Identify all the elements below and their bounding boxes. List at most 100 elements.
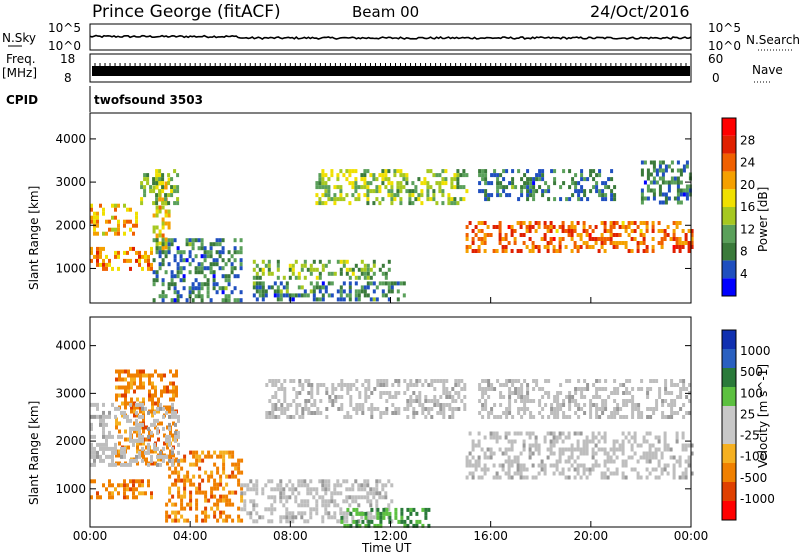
heatmap-cell <box>376 511 380 516</box>
heatmap-cell <box>213 514 217 519</box>
heatmap-cell <box>327 177 331 182</box>
heatmap-cell <box>348 275 352 280</box>
heatmap-cell <box>408 193 412 198</box>
heatmap-cell <box>258 289 262 294</box>
heatmap-cell <box>180 502 184 507</box>
heatmap-cell <box>496 181 500 186</box>
heatmap-cell <box>151 409 154 414</box>
heatmap-cell <box>622 399 626 403</box>
heatmap-cell <box>585 241 589 245</box>
heatmap-cell <box>129 426 132 431</box>
heatmap-cell <box>510 447 514 452</box>
heatmap-cell <box>198 454 202 459</box>
heatmap-cell <box>303 259 307 264</box>
heatmap-cell <box>283 391 287 395</box>
heatmap-cell <box>333 483 337 488</box>
heatmap-cell <box>490 407 494 411</box>
heatmap-cell <box>465 189 469 194</box>
heatmap-cell <box>645 249 649 253</box>
heatmap-cell <box>571 399 575 403</box>
heatmap-cell <box>604 379 608 383</box>
heatmap-cell <box>215 262 219 267</box>
heatmap-cell <box>318 285 322 290</box>
heatmap-cell <box>618 233 622 237</box>
heatmap-cell <box>195 502 199 507</box>
heatmap-cell <box>167 250 171 255</box>
heatmap-cell <box>484 407 488 411</box>
heatmap-cell <box>685 196 689 201</box>
heatmap-cell <box>645 245 649 249</box>
heatmap-cell <box>451 387 455 391</box>
heatmap-cell <box>646 184 650 189</box>
heatmap-cell <box>570 443 574 448</box>
heatmap-cell <box>663 233 667 237</box>
heatmap-cell <box>403 523 407 528</box>
heatmap-cell <box>212 286 216 291</box>
heatmap-cell <box>505 411 509 415</box>
heatmap-cell <box>556 399 560 403</box>
heatmap-cell <box>477 439 481 444</box>
heatmap-cell <box>282 293 286 298</box>
heatmap-cell <box>366 515 370 520</box>
heatmap-cell <box>149 185 153 190</box>
heatmap-cell <box>409 511 413 516</box>
heatmap-cell <box>663 431 667 436</box>
heatmap-cell <box>115 369 118 374</box>
heatmap-cell <box>532 399 536 403</box>
heatmap-cell <box>321 297 325 302</box>
heatmap-cell <box>162 458 165 463</box>
heatmap-cell <box>499 181 503 186</box>
heatmap-cell <box>267 263 271 268</box>
heatmap-cell <box>628 379 632 383</box>
heatmap-cell <box>637 403 641 407</box>
heatmap-cell <box>222 486 226 491</box>
heatmap-cell <box>345 169 349 174</box>
heatmap-cell <box>567 467 571 472</box>
heatmap-cell <box>366 201 370 206</box>
heatmap-cell <box>348 289 352 294</box>
heatmap-cell <box>152 225 156 230</box>
heatmap-cell <box>182 286 186 291</box>
heatmap-cell <box>167 221 171 226</box>
heatmap-cell <box>375 297 379 302</box>
nave-label: Nave <box>752 63 783 77</box>
freq-label-2: [MHz] <box>2 66 37 80</box>
heatmap-cell <box>117 227 120 232</box>
heatmap-cell <box>402 293 406 298</box>
heatmap-cell <box>327 189 331 194</box>
heatmap-cell <box>372 173 376 178</box>
heatmap-cell <box>164 209 168 214</box>
heatmap-cell <box>396 189 400 194</box>
heatmap-cell <box>520 387 524 391</box>
heatmap-cell <box>501 467 505 472</box>
heatmap-cell <box>228 498 232 503</box>
heatmap-cell <box>102 422 105 427</box>
heatmap-cell <box>528 221 532 225</box>
heatmap-cell <box>594 459 598 464</box>
heatmap-cell <box>640 160 644 165</box>
heatmap-cell <box>206 250 210 255</box>
heatmap-cell <box>592 403 596 407</box>
heatmap-cell <box>504 249 508 253</box>
heatmap-cell <box>252 487 256 492</box>
heatmap-cell <box>598 193 602 198</box>
heatmap-cell <box>684 475 688 480</box>
heatmap-cell <box>577 193 581 198</box>
heatmap-cell <box>328 395 332 399</box>
heatmap-cell <box>161 298 165 303</box>
heatmap-cell <box>438 189 442 194</box>
heatmap-cell <box>390 281 394 286</box>
heatmap-cell <box>528 237 532 241</box>
heatmap-cell <box>553 411 557 415</box>
heatmap-cell <box>409 399 413 403</box>
heatmap-cell <box>276 297 280 302</box>
heatmap-cell <box>579 447 583 452</box>
heatmap-cell <box>145 425 148 430</box>
heatmap-cell <box>138 258 141 263</box>
heatmap-cell <box>474 459 478 464</box>
heatmap-cell <box>161 177 165 182</box>
heatmap-cell <box>525 475 529 480</box>
heatmap-cell <box>490 173 494 178</box>
heatmap-cell <box>143 177 147 182</box>
heatmap-cell <box>357 197 361 202</box>
